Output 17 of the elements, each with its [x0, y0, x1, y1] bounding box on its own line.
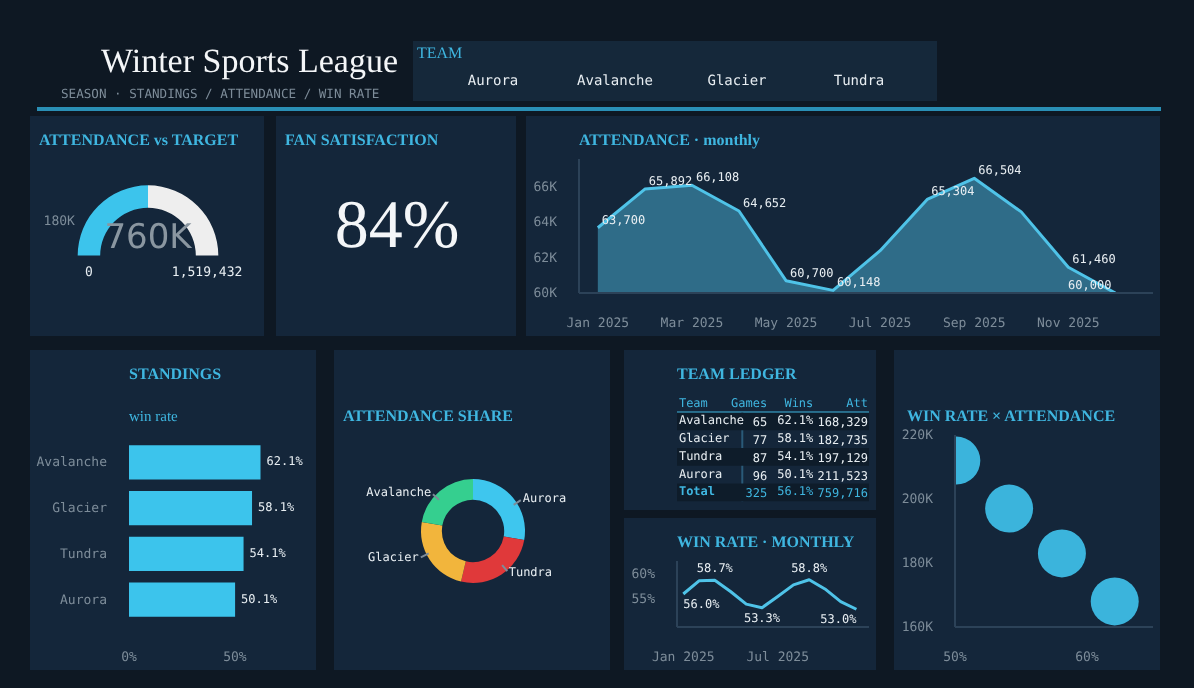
text: 760K: [104, 218, 194, 259]
chart-title: ATTENDANCE vs TARGET: [39, 131, 240, 149]
chart-title: WIN RATE × ATTENDANCE: [907, 407, 1116, 425]
text: 84%: [334, 189, 460, 263]
chart-title: WIN RATE · MONTHLY: [677, 533, 855, 551]
chart-title: ATTENDANCE · monthly: [579, 131, 761, 149]
text: FAN SATISFACTION: [285, 131, 439, 149]
bar: [129, 491, 253, 526]
chart-title: ATTENDANCE SHARE: [343, 407, 513, 425]
chart-title: STANDINGS: [129, 365, 223, 383]
text: Winter Sports League: [101, 42, 398, 80]
bar: [129, 536, 244, 571]
legend-title: TEAM: [417, 44, 463, 62]
text: TEAM LEDGER: [677, 365, 798, 383]
bar: [129, 582, 236, 617]
bar: [129, 445, 261, 480]
line-series: [681, 578, 858, 611]
